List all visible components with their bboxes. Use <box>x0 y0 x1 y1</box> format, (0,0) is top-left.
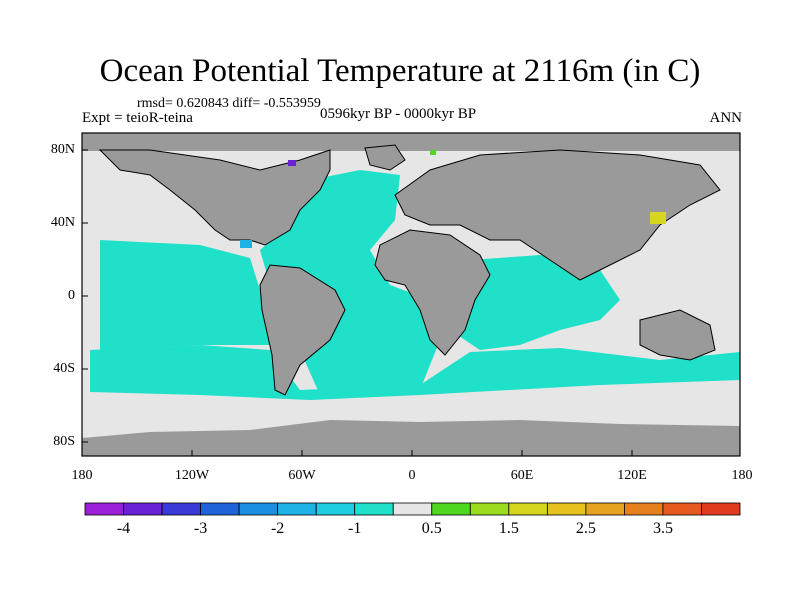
colorbar-swatch <box>123 502 163 516</box>
colorbar-swatch <box>277 502 317 516</box>
axis-ticks <box>82 149 633 456</box>
colorbar-swatch <box>354 502 394 516</box>
stats-line: rmsd= 0.620843 diff= -0.553959 <box>137 96 321 111</box>
lat-tick-40s: 40S <box>53 361 75 376</box>
experiment-label: Expt = teioR-teina <box>82 110 193 126</box>
north-america-land <box>98 149 331 246</box>
colorbar-tick-label: 1.5 <box>498 520 519 537</box>
lat-tick-0: 0 <box>68 288 75 303</box>
period-label: 0596kyr BP - 0000kyr BP <box>320 106 477 122</box>
south-america-land <box>259 264 346 396</box>
pacific-ocean-cyan <box>100 240 300 350</box>
colorbar-swatch <box>161 502 201 516</box>
colorbar-tick-label: -1 <box>348 520 362 537</box>
lon-tick-120w: 120W <box>174 468 210 483</box>
colorbar-tick-label: 0.5 <box>421 520 442 537</box>
colorbar-swatch <box>701 502 741 516</box>
australia-land <box>639 309 716 361</box>
colorbar-swatch <box>392 502 433 516</box>
africa-land <box>374 229 491 356</box>
colorbar-swatch <box>546 502 587 516</box>
map-panel <box>81 132 741 457</box>
lon-tick-0: 0 <box>408 468 416 483</box>
lon-tick-60w: 60W <box>288 468 316 483</box>
colorbar-swatch <box>469 502 510 516</box>
lat-tick-80s: 80S <box>53 434 75 449</box>
anomaly-patch-green <box>430 150 436 155</box>
colorbar <box>84 502 741 516</box>
season-label: ANN <box>709 110 743 126</box>
map-frame <box>81 132 741 457</box>
colorbar-swatch <box>315 502 356 516</box>
colorbar-swatch <box>508 502 548 516</box>
north-pacific-neutral <box>610 215 740 260</box>
colorbar-tick-label: -4 <box>116 520 131 537</box>
colorbar-swatch <box>200 502 240 516</box>
lon-tick-60e: 60E <box>510 468 534 483</box>
lat-tick-80n: 80N <box>50 142 75 157</box>
eurasia-land <box>394 149 721 281</box>
arctic-land <box>82 133 740 151</box>
lon-tick-180w: 180 <box>71 468 93 483</box>
antarctica-land <box>82 420 740 456</box>
colorbar-swatch <box>238 502 279 516</box>
colorbar-tick-label: -3 <box>193 520 208 537</box>
colorbar-tick-label: -2 <box>270 520 285 537</box>
lat-tick-40n: 40N <box>50 215 75 230</box>
southern-ocean-cyan <box>90 345 740 400</box>
colorbar-swatch <box>662 502 702 516</box>
colorbar-tick-label: 3.5 <box>652 520 673 537</box>
colorbar-swatch <box>624 502 664 516</box>
anomaly-patch-blue <box>240 240 252 248</box>
lon-tick-120e: 120E <box>617 468 647 483</box>
lon-tick-180e: 180 <box>731 468 753 483</box>
colorbar-swatch <box>84 502 124 516</box>
chart-title: Ocean Potential Temperature at 2116m (in… <box>99 53 701 89</box>
anomaly-patch-purple <box>288 160 296 166</box>
colorbar-tick-label: 2.5 <box>575 520 596 537</box>
colorbar-swatch <box>585 502 625 516</box>
greenland-land <box>364 144 406 171</box>
colorbar-swatch <box>431 502 471 516</box>
anomaly-patch-yellow <box>650 212 666 224</box>
